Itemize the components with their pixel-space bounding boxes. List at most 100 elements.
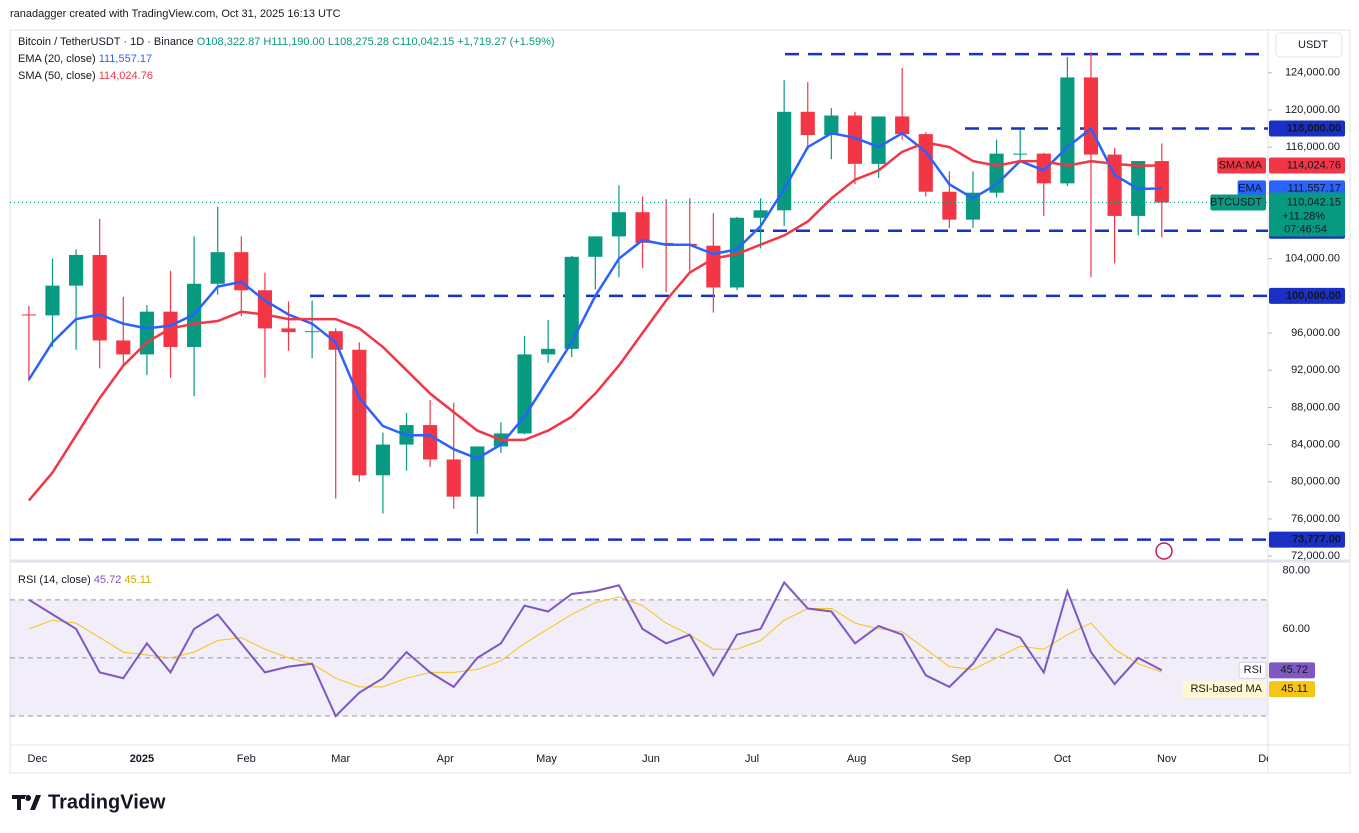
- candle-body: [847, 115, 863, 164]
- candle-body: [659, 242, 674, 244]
- legend-value: 45.11: [124, 574, 151, 586]
- candle-body: [92, 254, 107, 341]
- logo: TradingView: [12, 791, 166, 813]
- rsi-line: [28, 580, 1163, 718]
- candle-body: [470, 446, 485, 497]
- currency[interactable]: USDT: [1298, 39, 1328, 51]
- badge-change: +11.28%: [1282, 210, 1325, 222]
- legend-value: 45.72: [94, 574, 122, 586]
- badge-countdown: 07:46:54: [1284, 223, 1327, 235]
- badge-name: EMA: [1238, 182, 1263, 194]
- rsi-tick-label: 80.00: [1282, 565, 1310, 577]
- candle-body: [588, 236, 603, 257]
- legend-value: 114,024.76: [99, 70, 153, 82]
- candle-body: [541, 348, 556, 355]
- candle-body: [564, 256, 579, 349]
- candle-body: [1013, 153, 1028, 155]
- rsi-badge-value: 45.11: [1281, 683, 1308, 695]
- x-tick-label: Feb: [237, 753, 256, 765]
- candle-body: [753, 210, 768, 218]
- y-tick-label: 104,000.00: [1285, 253, 1340, 265]
- logo-text: TradingView: [48, 791, 166, 813]
- candle-body: [989, 153, 1004, 193]
- x-tick-label: Dec: [1258, 753, 1278, 765]
- candle-body: [69, 254, 84, 286]
- candle-body: [942, 191, 957, 220]
- y-tick-label: 84,000.00: [1291, 438, 1340, 450]
- candle-body: [281, 328, 296, 333]
- badge: [1269, 180, 1345, 197]
- alert-icon: [1155, 542, 1173, 560]
- candle-body: [210, 252, 225, 284]
- badge-name: BTCUSDT: [1210, 196, 1262, 208]
- candle-body: [1083, 77, 1099, 155]
- x-tick-label: Oct: [1054, 753, 1071, 765]
- x-tick-label: Jun: [642, 753, 660, 765]
- candle-body: [824, 115, 839, 136]
- x-tick-label: Sep: [951, 753, 971, 765]
- rsi-badge-name: RSI: [1244, 664, 1262, 676]
- level-label: 100,000.00: [1286, 290, 1341, 302]
- candle-body: [635, 212, 650, 243]
- level-label: 73,777.00: [1292, 534, 1341, 546]
- candle-body: [257, 290, 272, 329]
- x-tick-label: Aug: [847, 753, 867, 765]
- badge-name-box: [1217, 157, 1266, 174]
- ohlc-high: H111,190.00: [263, 36, 324, 48]
- y-tick-label: 72,000.00: [1291, 550, 1340, 562]
- y-tick-label: 116,000.00: [1286, 141, 1340, 153]
- legend-name: EMA (20, close): [18, 53, 96, 65]
- legend-ema: EMA (20, close) 111,557.17: [18, 53, 152, 65]
- badge-value: 111,557.17: [1288, 182, 1341, 194]
- badge: [1269, 157, 1345, 174]
- legend-value: 111,557.17: [99, 53, 152, 65]
- candle-body: [895, 116, 910, 135]
- candle-body: [800, 111, 815, 136]
- badge-name-box: [1237, 180, 1266, 197]
- credit: ranadagger created with TradingView.com,…: [10, 8, 341, 20]
- change: +1,719.27 (+1.59%): [457, 36, 554, 48]
- candle-body: [1060, 77, 1075, 184]
- rsi-badge-name-box: [1238, 661, 1267, 679]
- candle-body: [446, 459, 461, 497]
- x-tick-label: Apr: [437, 753, 454, 765]
- rsi-band: [10, 599, 1268, 716]
- candle-body: [965, 192, 981, 220]
- level-label: 118,000.00: [1287, 122, 1341, 134]
- plot: [10, 52, 1268, 718]
- candle-body: [116, 340, 131, 355]
- y-tick-label: 88,000.00: [1291, 401, 1340, 413]
- candle-body: [352, 349, 367, 476]
- badge-value: 114,024.76: [1287, 159, 1341, 171]
- y-tick-label: 96,000.00: [1291, 327, 1340, 339]
- rsi-badge-name-box: [1182, 681, 1266, 698]
- ma-line: [27, 141, 1162, 502]
- x-tick-label: Nov: [1157, 753, 1177, 765]
- rsi-tick-label: 60.00: [1282, 623, 1310, 635]
- badge-name: SMA:MA: [1219, 159, 1263, 171]
- x-tick-label: Mar: [331, 753, 350, 765]
- candle-body: [139, 311, 154, 355]
- axes: 124,000.00 120,000.00 116,000.00 104,000.00…: [1182, 67, 1345, 698]
- candle-body: [611, 212, 627, 237]
- logo-mark: [12, 795, 41, 810]
- level-badge: [1269, 287, 1345, 304]
- candle-body: [45, 285, 60, 316]
- frame: [9, 29, 1351, 774]
- candle-body: [305, 331, 320, 333]
- candle-body: [1154, 161, 1169, 203]
- legend-sma: SMA (50, close) 114,024.76: [18, 70, 153, 82]
- y-tick-label: 124,000.00: [1285, 67, 1340, 79]
- rsi-badge: [1269, 662, 1315, 679]
- x-tick-label: Dec: [28, 753, 48, 765]
- rsi-badge-name: RSI-based MA: [1190, 683, 1262, 695]
- candle-body: [706, 245, 721, 288]
- rsi-badge: [1269, 681, 1315, 698]
- candle-body: [729, 217, 745, 288]
- rsi-badge-value: 45.72: [1280, 664, 1308, 676]
- currency-box[interactable]: [1275, 32, 1343, 58]
- x-tick-label: May: [536, 753, 557, 765]
- x-tick-label: Jul: [745, 753, 759, 765]
- ohlc-close: C110,042.15: [392, 36, 454, 48]
